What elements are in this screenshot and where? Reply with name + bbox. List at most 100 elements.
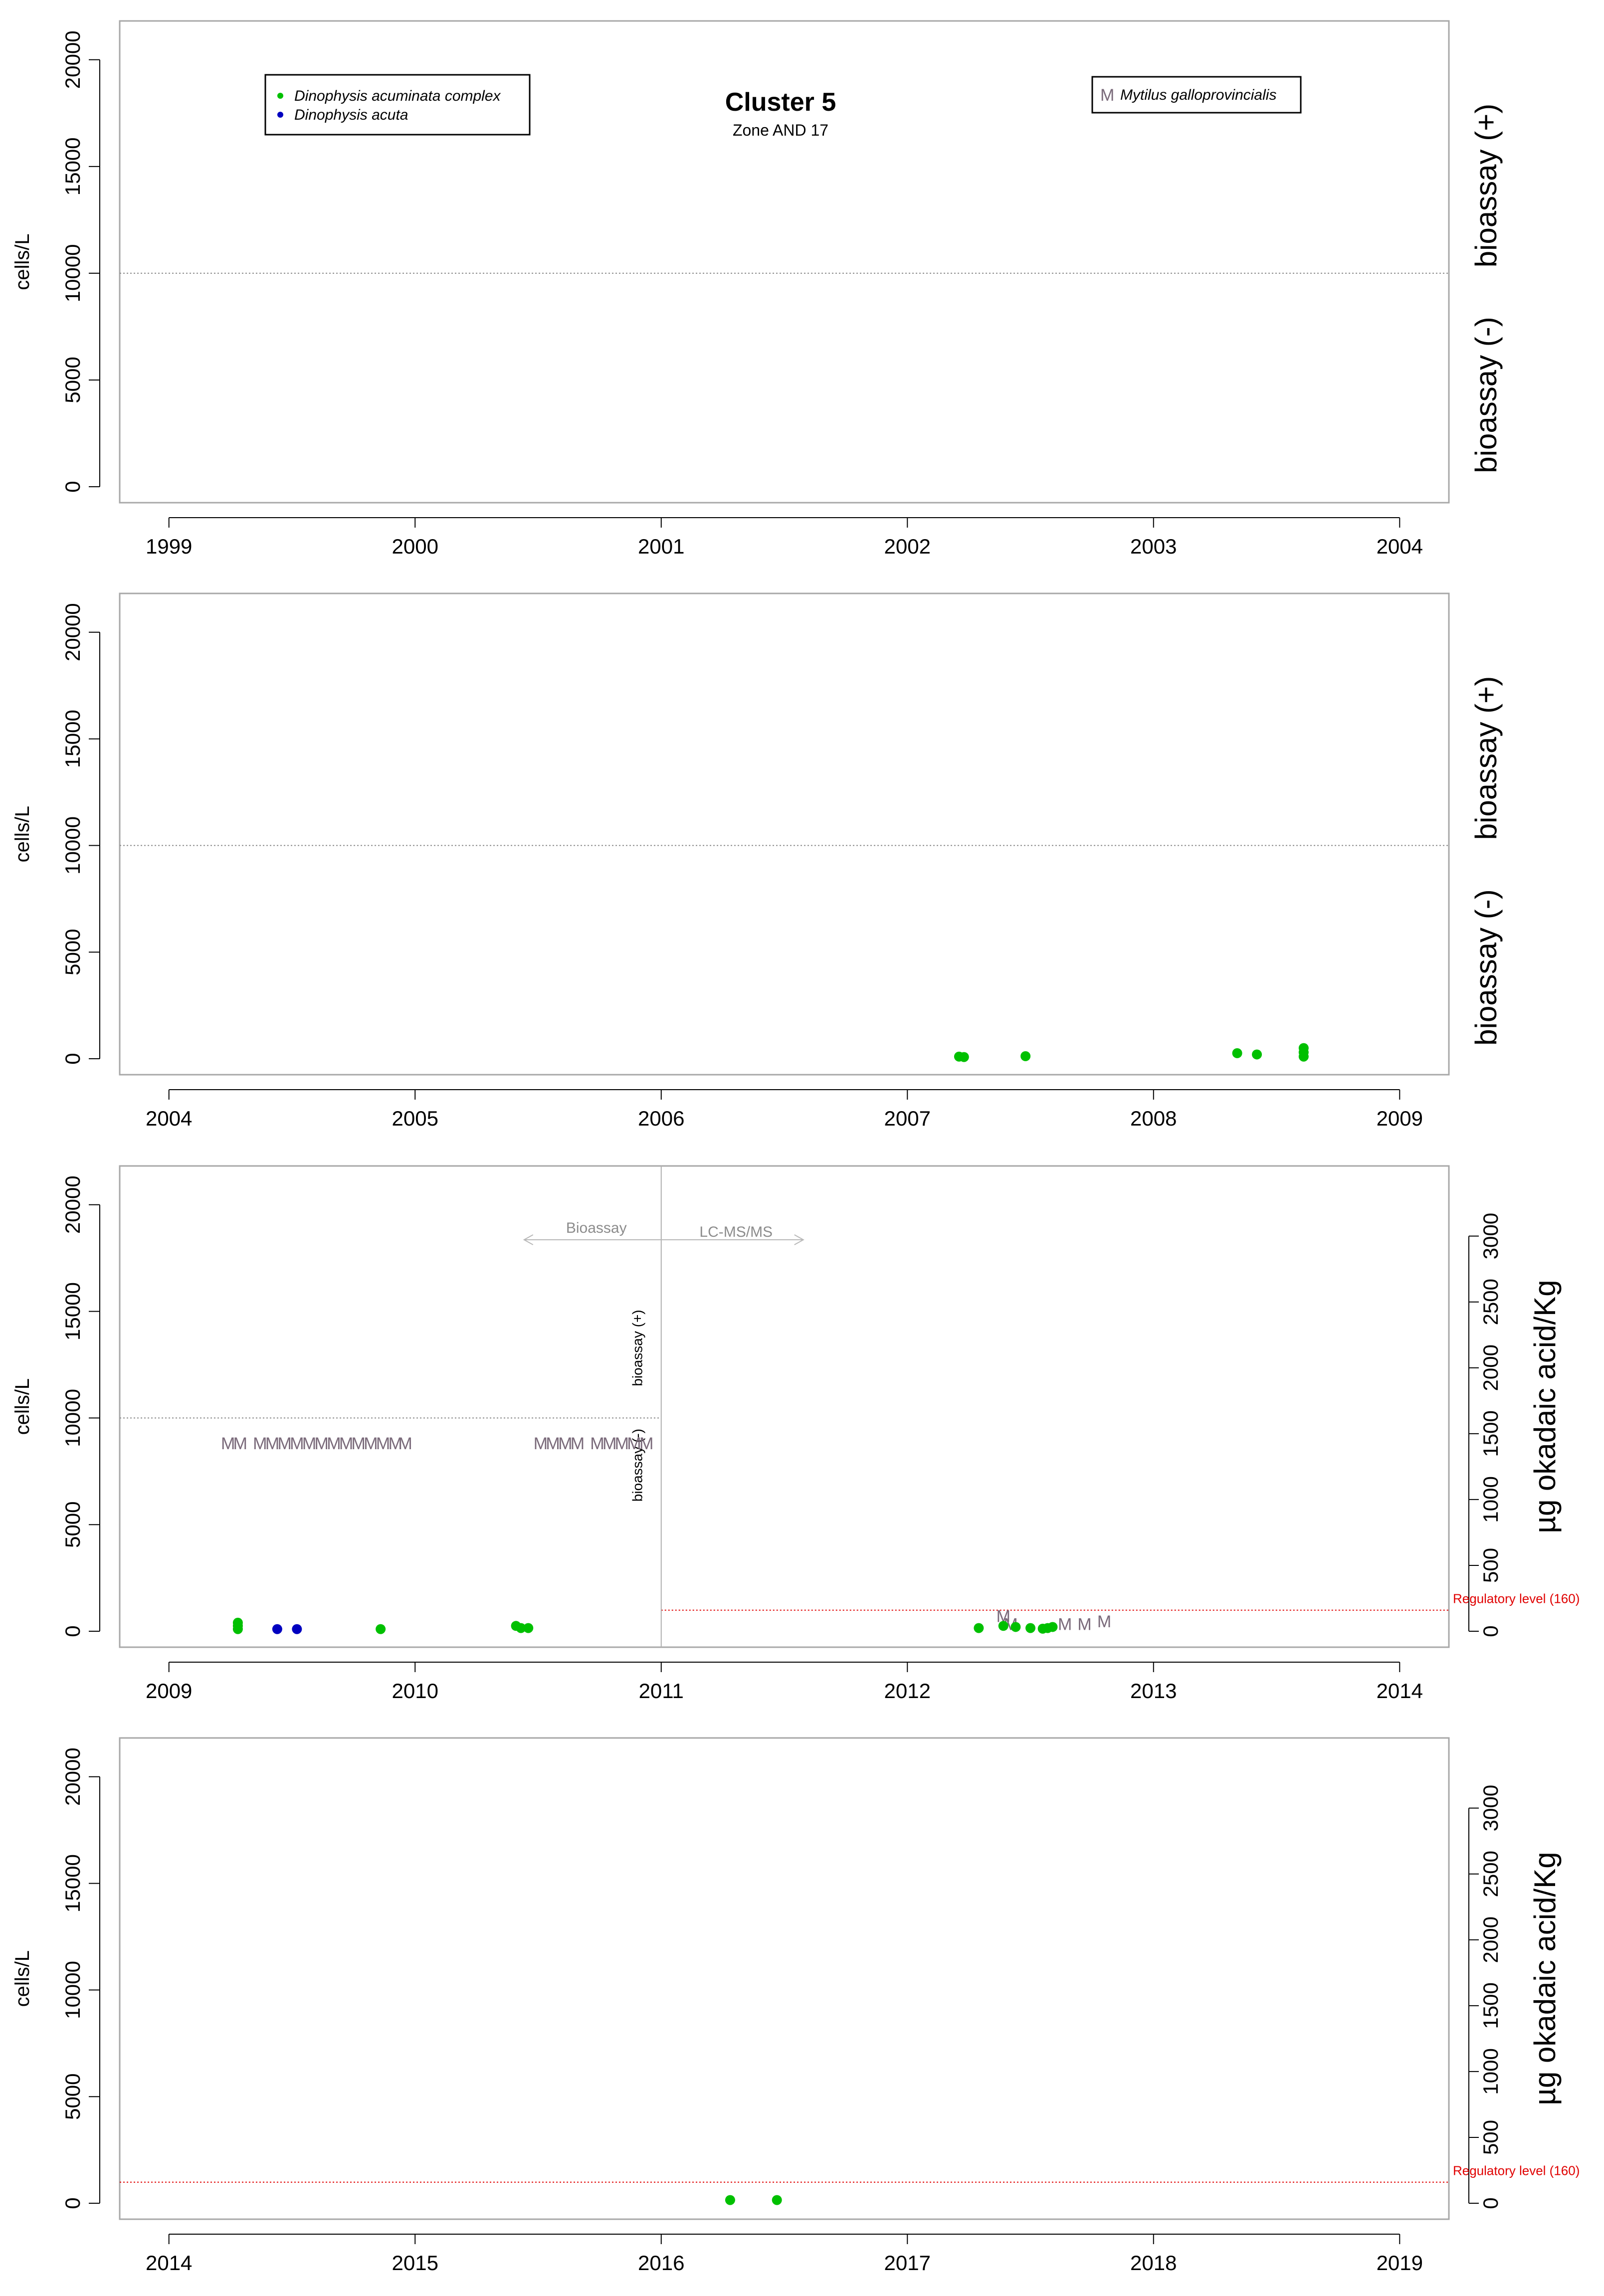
regulatory-level-label: Regulatory level (160) <box>1453 1591 1580 1606</box>
regulatory-level-label: Regulatory level (160) <box>1453 2163 1580 2178</box>
data-point <box>1025 1623 1036 1633</box>
y2-tick-label: 3000 <box>1479 1785 1502 1831</box>
x-tick-label: 2011 <box>639 1679 684 1703</box>
legend-entry: Mytilus galloprovincialis <box>1120 87 1276 103</box>
x-tick-label: 2003 <box>1130 535 1177 558</box>
x-tick-label: 2013 <box>1130 1679 1177 1703</box>
y2-tick-label: 1000 <box>1479 2048 1502 2095</box>
chart-subtitle: Zone AND 17 <box>733 121 828 139</box>
y-tick-label: 5000 <box>61 929 84 975</box>
data-point <box>292 1624 302 1634</box>
y2-tick-label: 3000 <box>1479 1213 1502 1259</box>
mussel-bioassay-marker: M <box>265 1434 279 1453</box>
legend-entry: Dinophysis acuta <box>294 107 408 123</box>
bioassay-negative-label: bioassay (-) <box>1469 889 1503 1045</box>
y-tick-label: 5000 <box>61 357 84 403</box>
mussel-bioassay-marker: M <box>398 1434 412 1453</box>
y-tick-label: 10000 <box>61 1389 84 1447</box>
data-point <box>1047 1622 1058 1632</box>
y2-axis-label: µg okadaic acid/Kg <box>1528 1852 1562 2105</box>
x-tick-label: 2018 <box>1130 2251 1177 2275</box>
x-tick-label: 2016 <box>638 2251 684 2275</box>
y-tick-label: 15000 <box>61 1854 84 1913</box>
mussel-bioassay-marker: M <box>327 1434 341 1453</box>
x-tick-label: 2004 <box>146 1107 192 1130</box>
y2-tick-label: 0 <box>1479 2197 1502 2209</box>
y-tick-label: 0 <box>61 2197 84 2209</box>
x-tick-label: 1999 <box>146 535 192 558</box>
mussel-bioassay-marker: M <box>315 1434 329 1453</box>
plot-frame <box>119 1165 1450 1648</box>
y2-tick-label: 500 <box>1479 2120 1502 2155</box>
y-axis-label: cells/L <box>11 233 33 290</box>
x-tick-label: 2004 <box>1377 535 1423 558</box>
species-legend: Dinophysis acuminata complex Dinophysis a… <box>264 74 531 136</box>
data-point <box>376 1624 386 1634</box>
y-tick-label: 0 <box>61 1053 84 1064</box>
x-tick-label: 2009 <box>146 1679 192 1703</box>
y2-tick-label: 2000 <box>1479 1344 1502 1391</box>
mussel-bioassay-marker: M <box>277 1434 291 1453</box>
mussel-bioassay-marker: M <box>302 1434 316 1453</box>
data-point <box>1252 1049 1262 1060</box>
x-tick-label: 2019 <box>1377 2251 1423 2275</box>
data-point <box>232 1624 243 1634</box>
data-point <box>725 2195 735 2205</box>
data-point <box>1010 1622 1021 1632</box>
plot-frame <box>119 592 1450 1076</box>
x-tick-label: 2017 <box>884 2251 931 2275</box>
mussel-bioassay-marker: M <box>233 1434 247 1453</box>
y2-tick-label: 1500 <box>1479 1410 1502 1457</box>
y-tick-label: 5000 <box>61 1501 84 1547</box>
vertical-bioassay-positive: bioassay (+) <box>630 1310 645 1386</box>
x-tick-label: 2014 <box>1377 1679 1423 1703</box>
legend-marker <box>277 93 283 99</box>
x-tick-label: 2008 <box>1130 1107 1177 1130</box>
y-tick-label: 15000 <box>61 1282 84 1340</box>
mussel-lcms-marker: M <box>1097 1612 1111 1631</box>
x-tick-label: 2012 <box>884 1679 931 1703</box>
mussel-bioassay-marker: M <box>546 1434 560 1453</box>
bioassay-negative-label: bioassay (-) <box>1469 317 1503 473</box>
bioassay-positive-label: bioassay (+) <box>1469 104 1503 267</box>
mussel-bioassay-marker: M <box>389 1434 402 1453</box>
mussel-bioassay-marker: M <box>253 1434 267 1453</box>
x-tick-label: 2006 <box>638 1107 684 1130</box>
y-axis-label: cells/L <box>11 1378 33 1435</box>
y-tick-label: 20000 <box>61 1747 84 1806</box>
bioassay-positive-label: bioassay (+) <box>1469 676 1503 840</box>
y-tick-label: 20000 <box>61 603 84 661</box>
y-tick-label: 10000 <box>61 1961 84 2019</box>
mussel-bioassay-marker: M <box>602 1434 616 1453</box>
plot-frame <box>119 20 1450 504</box>
data-point <box>272 1624 282 1634</box>
x-tick-label: 2010 <box>392 1679 438 1703</box>
mussel-bioassay-marker: M <box>639 1434 653 1453</box>
y2-axis-label: µg okadaic acid/Kg <box>1528 1280 1562 1533</box>
arrow-right-head <box>794 1234 804 1245</box>
data-point <box>516 1623 526 1633</box>
mussel-legend: M Mytilus galloprovincialis <box>1091 76 1302 114</box>
mussel-legend-box <box>1091 76 1302 114</box>
y2-tick-label: 2500 <box>1479 1279 1502 1325</box>
panel-1: 0 5000 10000 15000 20000 cells/L 1999 2000 2001 2… <box>11 20 1503 558</box>
panel-2: 0 5000 10000 15000 20000 cells/L 2004 2005 2006 2… <box>11 592 1503 1130</box>
x-tick-label: 2005 <box>392 1107 438 1130</box>
vertical-bioassay-negative: bioassay (-) <box>630 1429 645 1502</box>
mussel-bioassay-marker: M <box>376 1434 390 1453</box>
data-point <box>523 1623 534 1633</box>
y-tick-label: 10000 <box>61 816 84 875</box>
legend-entry: Dinophysis acuminata complex <box>294 88 501 104</box>
y2-tick-label: 500 <box>1479 1548 1502 1583</box>
mussel-bioassay-marker: M <box>558 1434 572 1453</box>
method-left-label: Bioassay <box>566 1220 627 1236</box>
arrow-left-head <box>523 1234 534 1245</box>
mussel-bioassay-marker: M <box>364 1434 378 1453</box>
data-point <box>998 1621 1008 1631</box>
mussel-bioassay-marker: M <box>290 1434 304 1453</box>
data-point <box>1020 1051 1031 1061</box>
y-tick-label: 0 <box>61 481 84 492</box>
